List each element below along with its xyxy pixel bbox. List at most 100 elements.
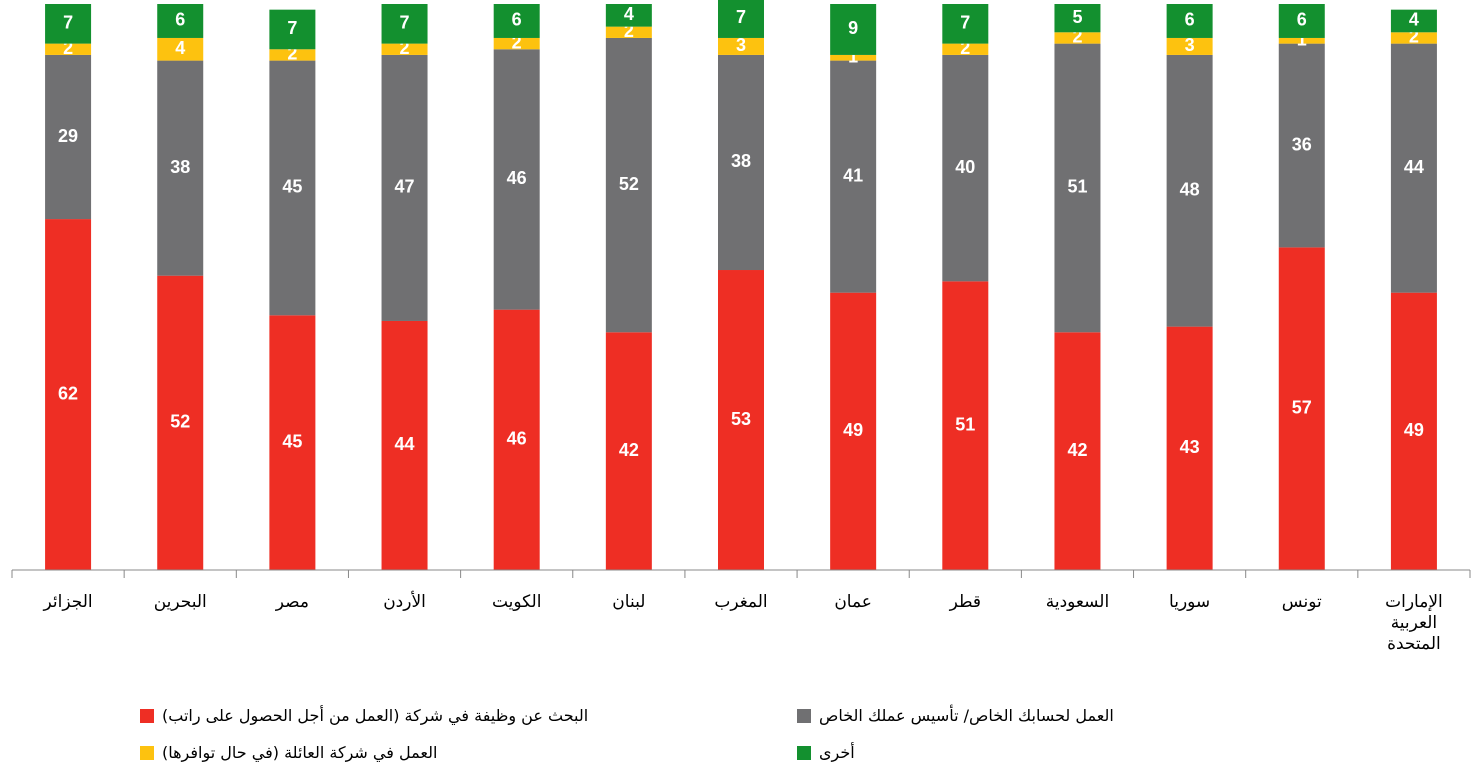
data-label: 6 bbox=[512, 10, 522, 30]
legend-label: البحث عن وظيفة في شركة (العمل من أجل الح… bbox=[162, 706, 589, 725]
data-label: 6 bbox=[1297, 10, 1307, 30]
bar-segment bbox=[942, 281, 989, 570]
bar-segment bbox=[45, 4, 92, 44]
data-label: 51 bbox=[1067, 177, 1087, 197]
bar-segment bbox=[381, 54, 428, 321]
legend-swatch bbox=[140, 709, 154, 723]
data-label: 2 bbox=[512, 32, 522, 52]
bar-segment bbox=[1390, 292, 1437, 570]
data-label: 2 bbox=[960, 38, 970, 58]
bar-segment bbox=[605, 332, 652, 570]
x-tick-label: الجزائر bbox=[43, 592, 93, 612]
bar-segment bbox=[1278, 37, 1325, 44]
bar-segment bbox=[605, 26, 652, 38]
data-label: 2 bbox=[287, 44, 297, 64]
bar-segment bbox=[381, 320, 428, 570]
data-label: 4 bbox=[624, 4, 634, 24]
x-tick-label: البحرين bbox=[153, 592, 207, 612]
data-label: 45 bbox=[282, 431, 302, 451]
legend-swatch bbox=[797, 709, 811, 723]
bar-segment bbox=[1278, 247, 1325, 570]
data-label: 42 bbox=[1067, 440, 1087, 460]
bar-segment bbox=[381, 4, 428, 44]
bar-segment bbox=[1390, 32, 1437, 44]
x-tick-label: قطر bbox=[949, 592, 982, 612]
x-tick-label: الأردن bbox=[383, 592, 426, 612]
data-label: 2 bbox=[1409, 27, 1419, 47]
data-label: 1 bbox=[848, 47, 858, 67]
bar-segment bbox=[830, 292, 877, 570]
bar-segment bbox=[605, 4, 652, 27]
bar-segment bbox=[157, 275, 204, 570]
x-tick-label: تونس bbox=[1281, 592, 1322, 612]
data-label: 3 bbox=[736, 35, 746, 55]
data-label: 44 bbox=[395, 434, 415, 454]
data-label: 2 bbox=[63, 38, 73, 58]
bar-segment bbox=[269, 315, 316, 570]
bar-segment bbox=[1278, 43, 1325, 248]
bar-segment bbox=[718, 0, 764, 38]
data-label: 49 bbox=[1404, 420, 1424, 440]
data-label: 53 bbox=[731, 409, 751, 429]
bar-segment bbox=[942, 54, 989, 282]
x-tick-label: الإمارات العربية المتحدة bbox=[1385, 592, 1443, 654]
bar-segment bbox=[493, 309, 540, 570]
data-label: 6 bbox=[175, 10, 185, 30]
data-label: 29 bbox=[58, 126, 78, 146]
data-label: 46 bbox=[507, 168, 527, 188]
bar-segment bbox=[942, 4, 989, 44]
data-label: 5 bbox=[1072, 7, 1082, 27]
x-tick-label: الكويت bbox=[491, 592, 542, 612]
data-label: 62 bbox=[58, 383, 78, 403]
bar-segment bbox=[45, 219, 92, 570]
data-label: 7 bbox=[63, 13, 73, 33]
data-label: 38 bbox=[731, 151, 751, 171]
bar-segment bbox=[1054, 332, 1101, 570]
data-label: 7 bbox=[960, 13, 970, 33]
data-label: 51 bbox=[955, 414, 975, 434]
x-tick-label: السعودية bbox=[1045, 592, 1110, 612]
bar-segment bbox=[1054, 4, 1101, 33]
data-label: 47 bbox=[395, 177, 415, 197]
data-label: 52 bbox=[170, 412, 190, 432]
bar-segment bbox=[1390, 43, 1437, 293]
x-tick-label: عمان bbox=[834, 592, 872, 612]
legend-swatch bbox=[797, 746, 811, 760]
bar-segment bbox=[45, 43, 92, 55]
bar-segment bbox=[269, 9, 316, 50]
data-label: 40 bbox=[955, 157, 975, 177]
legend-label: العمل في شركة العائلة (في حال توافرها) bbox=[162, 743, 438, 762]
bar-segment bbox=[1054, 43, 1101, 333]
data-label: 2 bbox=[1072, 27, 1082, 47]
data-label: 52 bbox=[619, 174, 639, 194]
bar-segment bbox=[157, 60, 204, 276]
data-label: 45 bbox=[282, 177, 302, 197]
data-label: 9 bbox=[848, 18, 858, 38]
data-label: 7 bbox=[400, 13, 410, 33]
data-label: 46 bbox=[507, 429, 527, 449]
bar-segment bbox=[830, 60, 877, 293]
bar-segment bbox=[942, 43, 989, 55]
data-label: 2 bbox=[624, 21, 634, 41]
bar-segment bbox=[718, 270, 764, 570]
bar-segment bbox=[830, 54, 877, 61]
data-label: 2 bbox=[400, 38, 410, 58]
bar-segment bbox=[157, 37, 204, 61]
bar-segment bbox=[1166, 326, 1213, 570]
bar-segment bbox=[45, 54, 92, 220]
x-tick-label: سوريا bbox=[1169, 592, 1211, 612]
data-label: 42 bbox=[619, 440, 639, 460]
bar-segment bbox=[1166, 37, 1213, 55]
data-label: 7 bbox=[287, 18, 297, 38]
bar-segment bbox=[1166, 4, 1213, 38]
x-tick-label: المغرب bbox=[714, 592, 768, 612]
data-label: 57 bbox=[1292, 397, 1312, 417]
bar-segment bbox=[718, 54, 764, 271]
bar-segment bbox=[1278, 4, 1325, 38]
data-label: 44 bbox=[1404, 157, 1424, 177]
bar-segment bbox=[493, 37, 540, 50]
bar-segment bbox=[1054, 32, 1101, 44]
data-label: 49 bbox=[843, 420, 863, 440]
data-label: 41 bbox=[843, 165, 863, 185]
